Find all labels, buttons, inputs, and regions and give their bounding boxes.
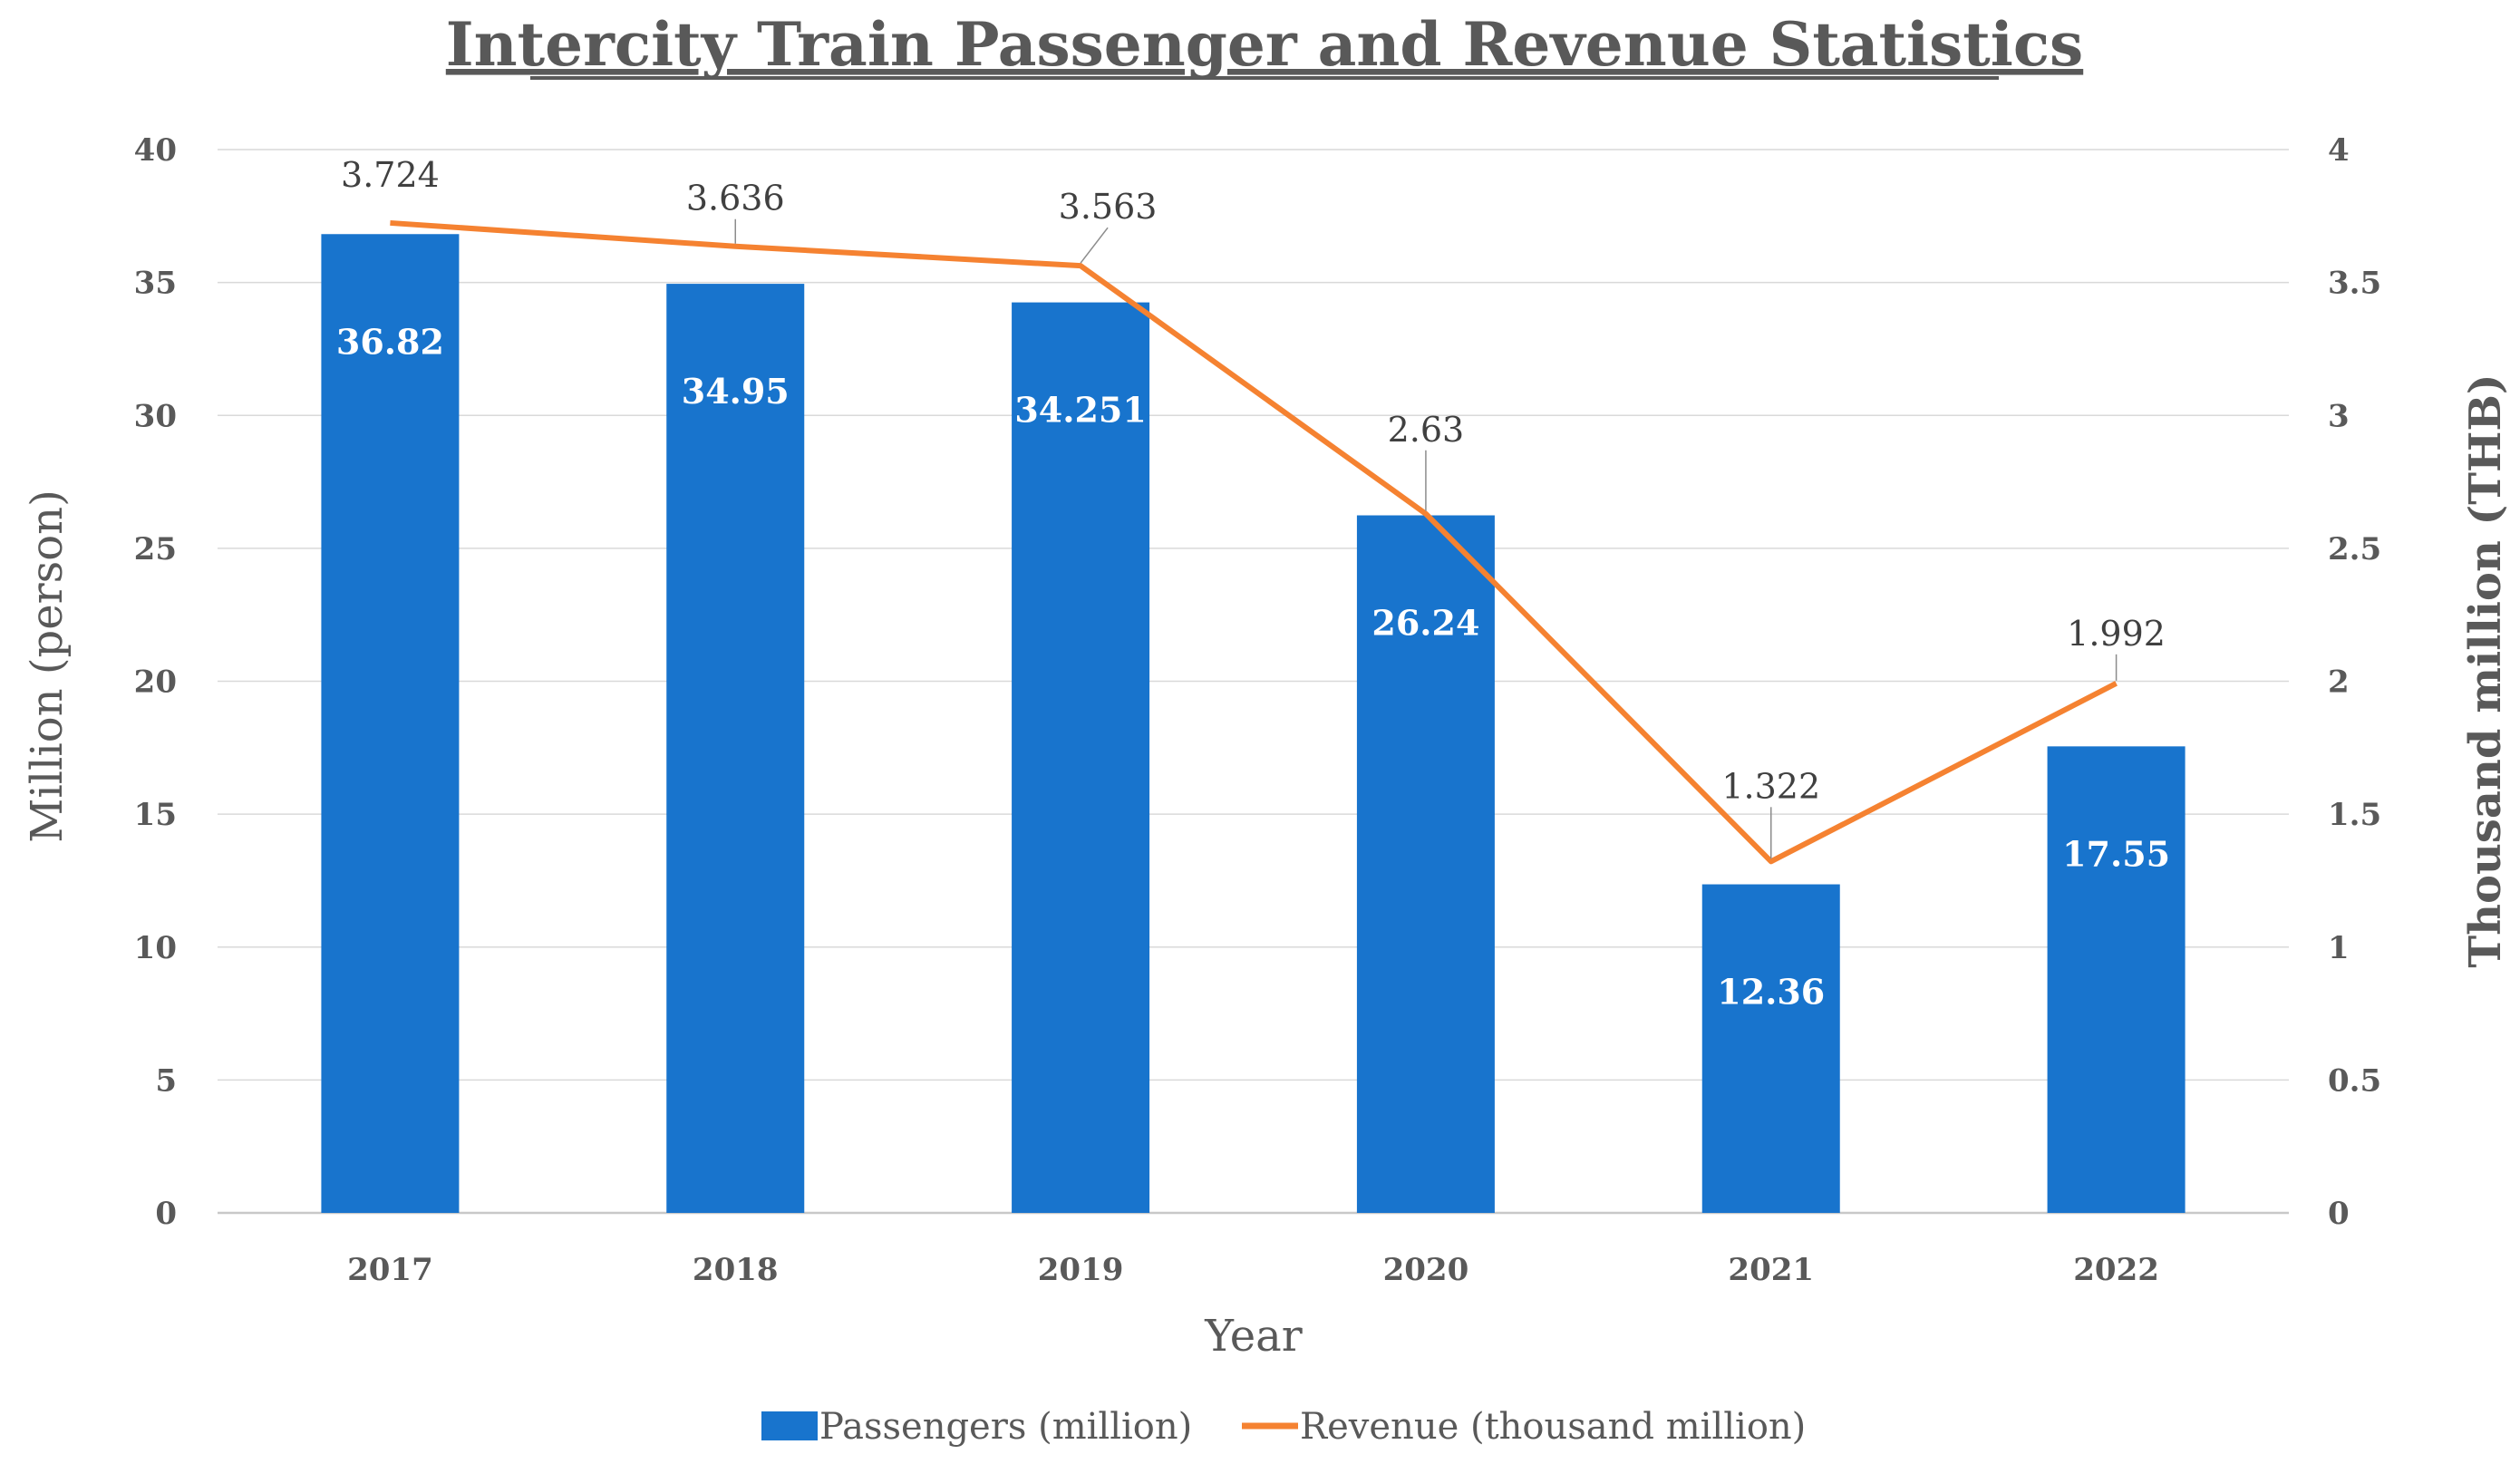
- line-data-label: 3.563: [1059, 187, 1158, 227]
- y2-tick-label: 2: [2328, 664, 2350, 701]
- y-tick-label: 15: [134, 797, 177, 833]
- label-leader-line: [1080, 227, 1109, 264]
- line-data-label: 3.724: [341, 155, 440, 195]
- x-tick-label: 2020: [1383, 1252, 1469, 1288]
- y2-tick-label: 1.5: [2328, 797, 2381, 833]
- bar: [321, 234, 460, 1213]
- y2-tick-label: 3.5: [2328, 266, 2381, 302]
- y2-tick-label: 4: [2328, 132, 2350, 169]
- legend-label-passengers: Passengers (million): [819, 1406, 1192, 1448]
- legend-swatch-passengers: [761, 1411, 818, 1440]
- y-axis-label: Million (person): [22, 490, 73, 843]
- y2-tick-label: 1: [2328, 930, 2350, 966]
- revenue-line: [390, 219, 2118, 865]
- y2-tick-label: 3: [2328, 398, 2350, 434]
- bar-data-label: 34.251: [1014, 390, 1146, 431]
- y-tick-label: 0: [155, 1196, 177, 1232]
- y2-tick-label: 0.5: [2328, 1062, 2381, 1099]
- chart-title: Intercity Train Passenger and Revenue St…: [446, 9, 2083, 80]
- tick-labels: 0 5 10 15 20 25 30 35 40 0 0.5 1 1.5 2 2.5 3 3.5 4 2017 201…: [134, 132, 2381, 1288]
- bar-data-label: 12.36: [1717, 972, 1825, 1013]
- y-tick-label: 35: [134, 266, 177, 302]
- y-tick-label: 40: [134, 132, 177, 169]
- y-tick-label: 25: [134, 531, 177, 567]
- gridlines: [218, 149, 2289, 1215]
- line-data-label: 3.636: [686, 179, 785, 218]
- y-tick-label: 30: [134, 398, 177, 434]
- y2-tick-label: 0: [2328, 1196, 2350, 1232]
- x-tick-label: 2017: [347, 1252, 433, 1288]
- bar-data-label: 36.82: [336, 321, 444, 362]
- bar: [666, 284, 805, 1213]
- line-data-label: 2.63: [1388, 410, 1465, 450]
- legend: Passengers (million) Revenue (thousand m…: [761, 1406, 1806, 1448]
- y2-tick-label: 2.5: [2328, 531, 2381, 567]
- y-tick-label: 5: [155, 1062, 177, 1099]
- bar: [2047, 746, 2186, 1213]
- bar-series: [321, 234, 2186, 1213]
- x-tick-label: 2022: [2073, 1252, 2159, 1288]
- bar-data-label: 34.95: [682, 371, 790, 412]
- bar: [1701, 884, 1840, 1213]
- bar-data-label: 17.55: [2062, 833, 2170, 874]
- legend-label-revenue: Revenue (thousand million): [1300, 1406, 1806, 1448]
- y-tick-label: 10: [134, 930, 177, 966]
- bar: [1356, 515, 1495, 1213]
- bar-data-label: 26.24: [1371, 603, 1479, 644]
- y2-axis-label: Thousand million (THB): [2460, 373, 2511, 967]
- line-data-label: 1.322: [1721, 766, 1820, 806]
- x-tick-label: 2018: [693, 1252, 779, 1288]
- data-labels: 36.82 34.95 34.251 26.24 12.36 17.55 3.724 3.63…: [336, 155, 2170, 1013]
- y-tick-label: 20: [134, 664, 177, 701]
- line-data-label: 1.992: [2067, 614, 2166, 654]
- x-tick-label: 2021: [1728, 1252, 1814, 1288]
- x-tick-label: 2019: [1038, 1252, 1124, 1288]
- x-axis-label: Year: [1204, 1311, 1303, 1362]
- bar: [1012, 302, 1150, 1213]
- line-series: [390, 219, 2118, 865]
